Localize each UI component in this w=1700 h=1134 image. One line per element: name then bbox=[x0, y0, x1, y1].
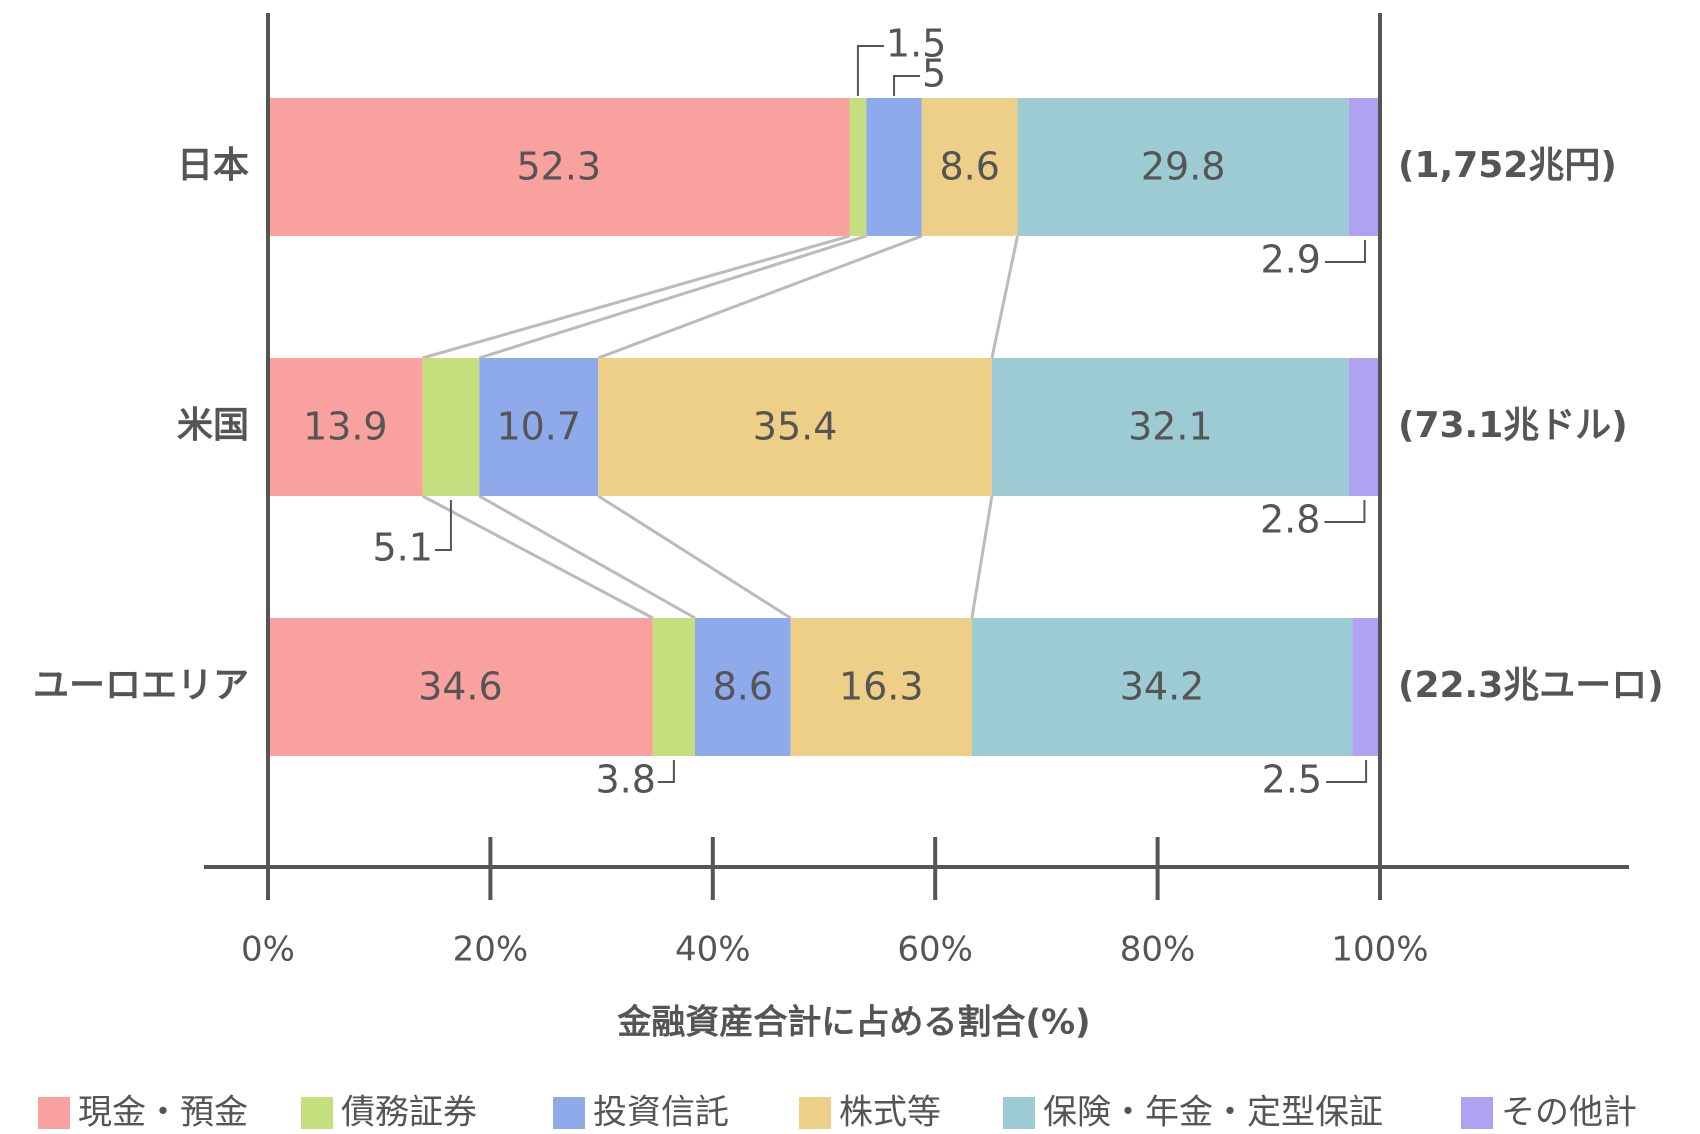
x-tick-label: 0% bbox=[241, 930, 295, 970]
bar-segment bbox=[1348, 358, 1380, 496]
legend-swatch bbox=[799, 1097, 831, 1129]
category-label: ユーロエリア bbox=[33, 665, 249, 706]
bar-segment bbox=[866, 98, 922, 236]
bar-segment bbox=[268, 98, 850, 236]
value-label: 8.6 bbox=[713, 665, 773, 709]
legend-label: その他計 bbox=[1501, 1093, 1637, 1133]
bar-segment bbox=[1352, 618, 1380, 756]
legend-swatch bbox=[38, 1097, 70, 1129]
value-label: 1.5 bbox=[886, 22, 946, 66]
value-label: 2.9 bbox=[1261, 238, 1321, 282]
category-label: 米国 bbox=[177, 405, 249, 446]
leader-line bbox=[1324, 240, 1366, 263]
bar-segment bbox=[479, 358, 599, 496]
value-label: 10.7 bbox=[496, 405, 581, 449]
value-label: 5 bbox=[922, 52, 946, 96]
connector bbox=[422, 234, 850, 360]
x-tick-label: 80% bbox=[1120, 930, 1196, 970]
leader-line bbox=[893, 75, 921, 96]
bar-segment bbox=[921, 98, 1018, 236]
bar-segment bbox=[1017, 98, 1349, 236]
legend-swatch bbox=[1461, 1097, 1493, 1129]
bar-segment bbox=[652, 618, 696, 756]
legend-label: 投資信託 bbox=[593, 1093, 729, 1133]
value-label: 34.2 bbox=[1120, 665, 1205, 709]
bar-segment bbox=[971, 618, 1353, 756]
value-label: 16.3 bbox=[839, 665, 924, 709]
legend-swatch bbox=[301, 1097, 333, 1129]
value-label: 8.6 bbox=[939, 145, 999, 189]
legend-label: 現金・預金 bbox=[78, 1093, 248, 1133]
x-tick-label: 100% bbox=[1331, 930, 1428, 970]
connector bbox=[478, 234, 867, 360]
value-label: 29.8 bbox=[1141, 145, 1226, 189]
legend-label: 債務証券 bbox=[341, 1093, 477, 1133]
value-label: 2.8 bbox=[1260, 498, 1320, 542]
value-label: 3.8 bbox=[595, 758, 655, 802]
bar-segment bbox=[790, 618, 972, 756]
bar-segment bbox=[268, 618, 653, 756]
total-label: (1,752兆円) bbox=[1398, 145, 1617, 186]
value-label: 32.1 bbox=[1128, 405, 1213, 449]
legend-label: 保険・年金・定型保証 bbox=[1043, 1093, 1383, 1133]
bar-segment bbox=[991, 358, 1349, 496]
bar-segment bbox=[268, 358, 423, 496]
value-label: 5.1 bbox=[372, 526, 432, 570]
value-label: 13.9 bbox=[303, 405, 388, 449]
bar-segment bbox=[695, 618, 791, 756]
bar-segment bbox=[422, 358, 480, 496]
legend-swatch bbox=[553, 1097, 585, 1129]
bar-segment bbox=[1348, 98, 1382, 236]
x-axis-title: 金融資産合計に占める割合(%) bbox=[616, 1003, 1090, 1043]
leader-line bbox=[657, 760, 675, 783]
x-tick-label: 40% bbox=[675, 930, 751, 970]
connector bbox=[597, 494, 792, 620]
category-label: 日本 bbox=[177, 145, 249, 186]
connector bbox=[970, 495, 994, 619]
leader-line bbox=[856, 45, 884, 96]
bar-segment bbox=[598, 358, 992, 496]
connector bbox=[990, 235, 1019, 359]
value-label: 35.4 bbox=[753, 405, 838, 449]
total-label: (22.3兆ユーロ) bbox=[1398, 665, 1664, 706]
bar-segment bbox=[849, 98, 867, 236]
legend-swatch bbox=[1003, 1097, 1035, 1129]
connector bbox=[597, 234, 923, 360]
x-tick-label: 20% bbox=[453, 930, 529, 970]
x-tick-label: 60% bbox=[897, 930, 973, 970]
legend-label: 株式等 bbox=[839, 1093, 941, 1133]
value-label: 52.3 bbox=[516, 145, 601, 189]
value-label: 2.5 bbox=[1262, 758, 1322, 802]
leader-line bbox=[1324, 500, 1366, 523]
leader-line bbox=[1326, 760, 1368, 783]
value-label: 34.6 bbox=[418, 665, 503, 709]
connector bbox=[421, 494, 654, 620]
connector bbox=[478, 494, 696, 620]
leader-line bbox=[434, 500, 452, 551]
total-label: (73.1兆ドル) bbox=[1398, 405, 1628, 446]
